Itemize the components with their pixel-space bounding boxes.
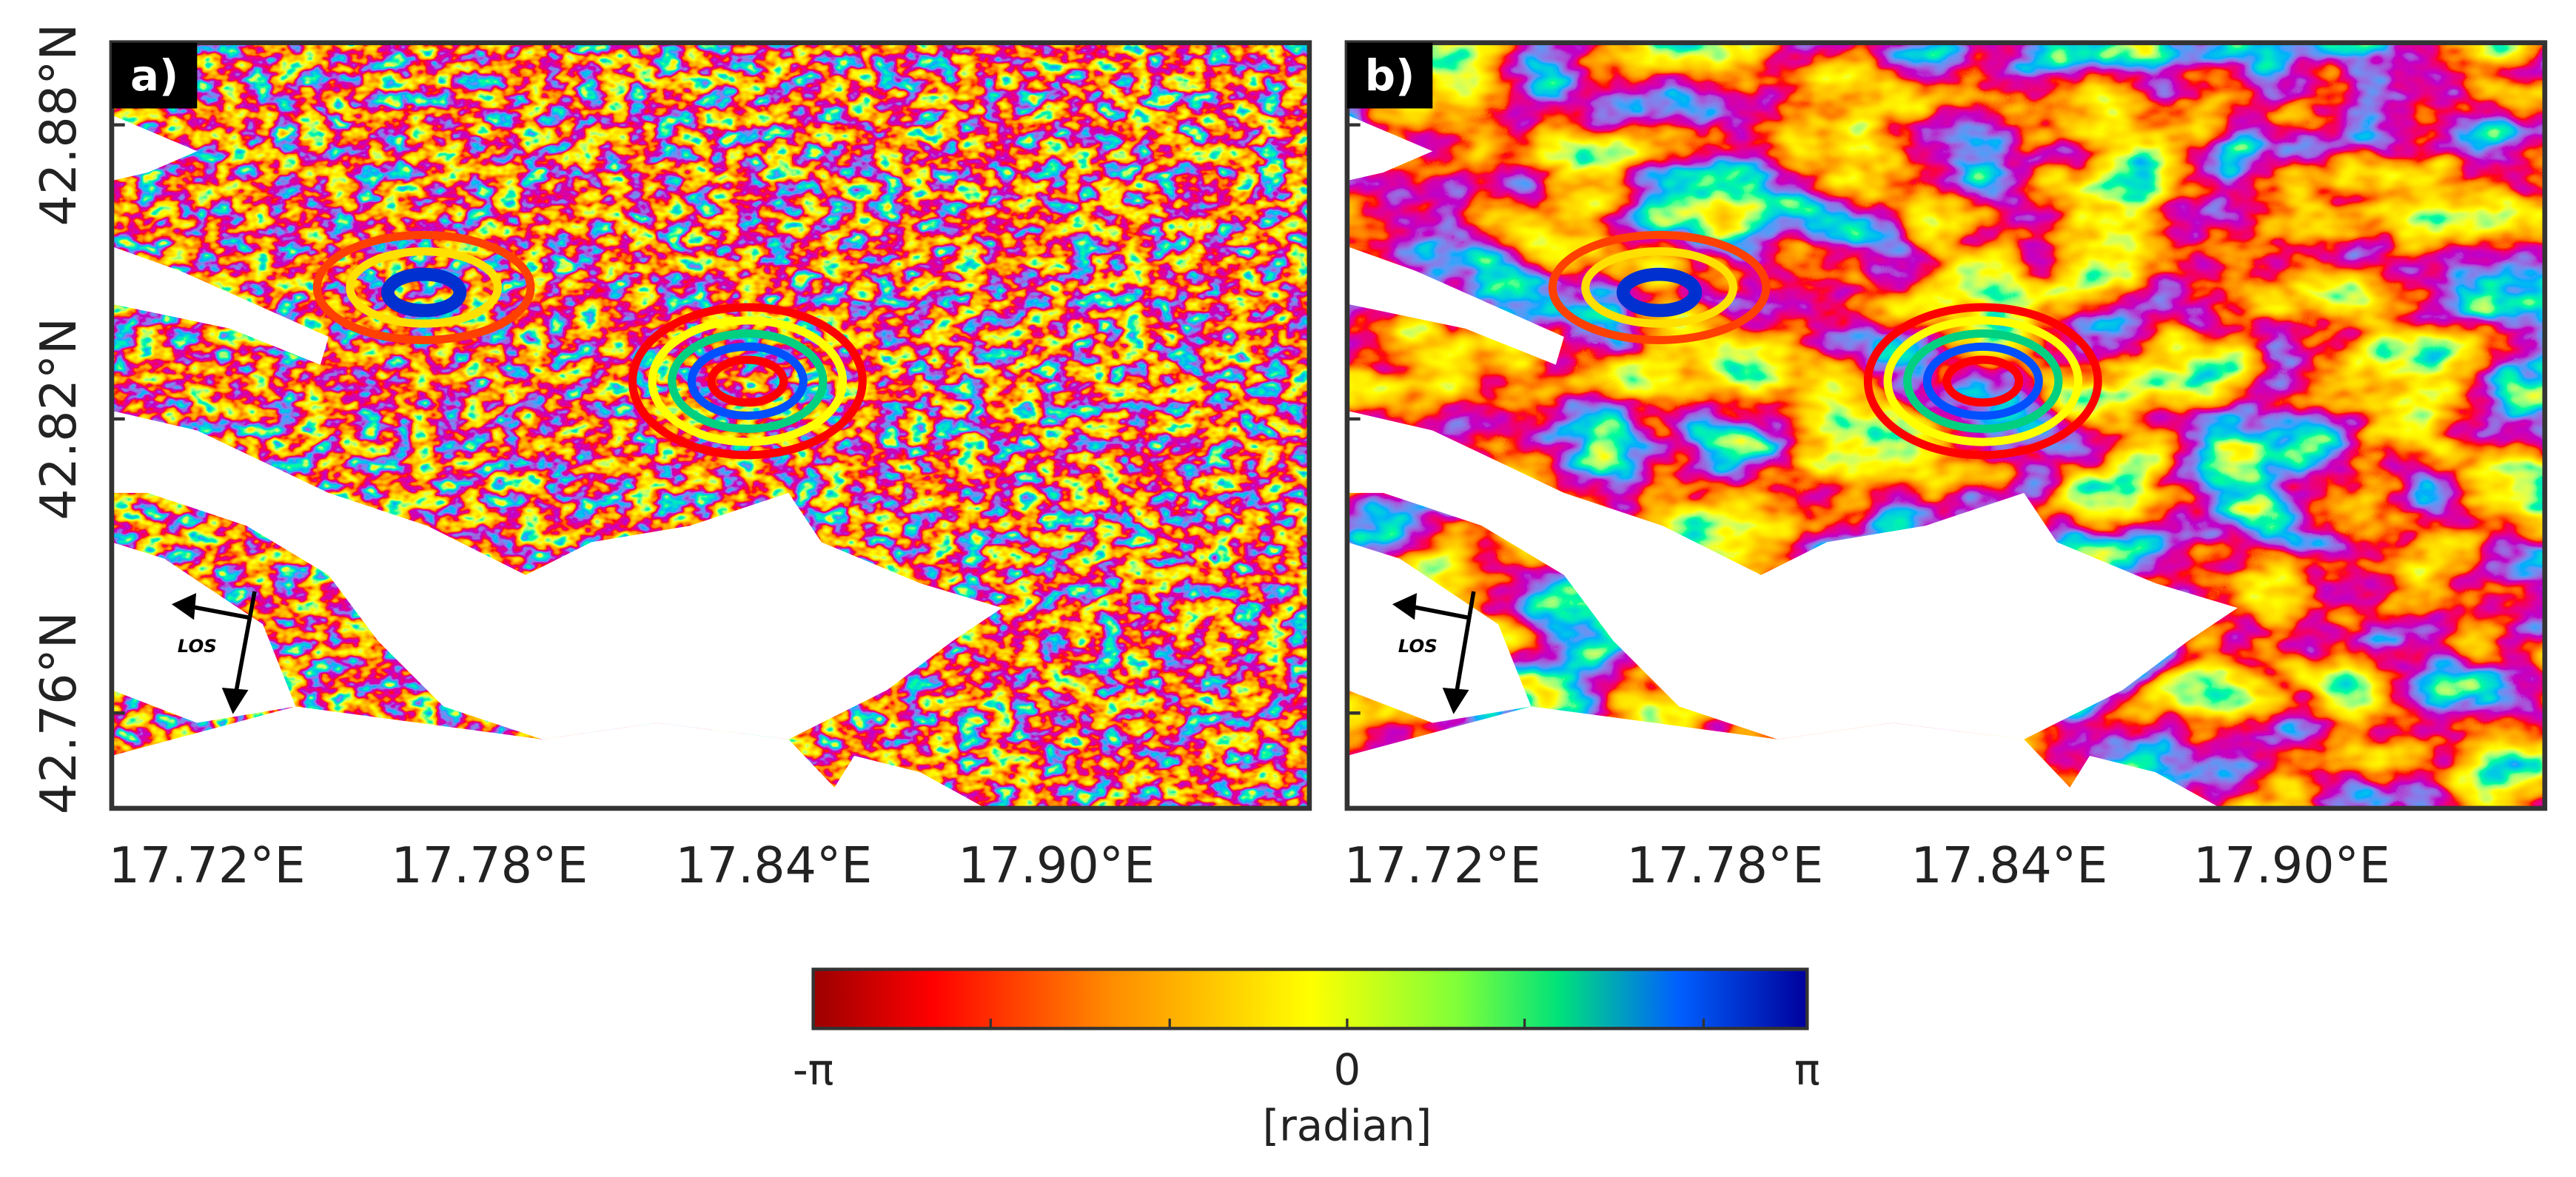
- los-arrow: [188, 604, 250, 620]
- panel-frame: [109, 40, 1312, 811]
- arrow-head: [1392, 593, 1418, 620]
- colorbar-label: -π: [793, 1044, 834, 1095]
- interferogram-b: [1346, 42, 2545, 808]
- y-tick-label: 42.82°N: [30, 318, 87, 520]
- x-tick-label: 17.78°E: [1626, 836, 1823, 894]
- colorbar: [811, 968, 1809, 1030]
- colorbar-unit: [radian]: [1263, 1100, 1432, 1150]
- interferogram-a: [111, 42, 1309, 808]
- x-tick-label: 17.84°E: [1911, 836, 2107, 894]
- arrow-head: [171, 593, 197, 620]
- x-tick-label: 17.72°E: [109, 836, 306, 894]
- los-arrow-a: [171, 591, 257, 714]
- arrow-head: [221, 688, 249, 714]
- panel-label: a): [130, 50, 178, 101]
- colorbar-label: π: [1794, 1044, 1820, 1095]
- x-tick-label: 17.78°E: [391, 836, 588, 894]
- los-arrow: [1409, 604, 1469, 620]
- los-label: LOS: [178, 635, 217, 657]
- x-tick-label: 17.84°E: [675, 836, 872, 894]
- los-label: LOS: [1398, 635, 1438, 657]
- heading-arrow: [232, 591, 257, 699]
- heading-arrow: [1453, 591, 1476, 699]
- x-tick-label: 17.72°E: [1344, 836, 1541, 894]
- los-arrow-b: [1392, 591, 1476, 714]
- panel-label: b): [1365, 50, 1415, 101]
- x-tick-label: 17.90°E: [2193, 836, 2390, 894]
- x-tick-label: 17.90°E: [958, 836, 1155, 894]
- colorbar-ticks: [989, 1019, 1705, 1029]
- arrow-head: [1442, 688, 1469, 714]
- panel-label-box: [1346, 42, 1433, 109]
- panel-frame: [1344, 40, 2548, 811]
- colorbar-label: 0: [1334, 1044, 1361, 1095]
- panel-label-box: [111, 42, 198, 109]
- y-tick-label: 42.76°N: [30, 611, 87, 814]
- tick-marks: [111, 123, 1361, 715]
- y-tick-label: 42.88°N: [30, 24, 87, 227]
